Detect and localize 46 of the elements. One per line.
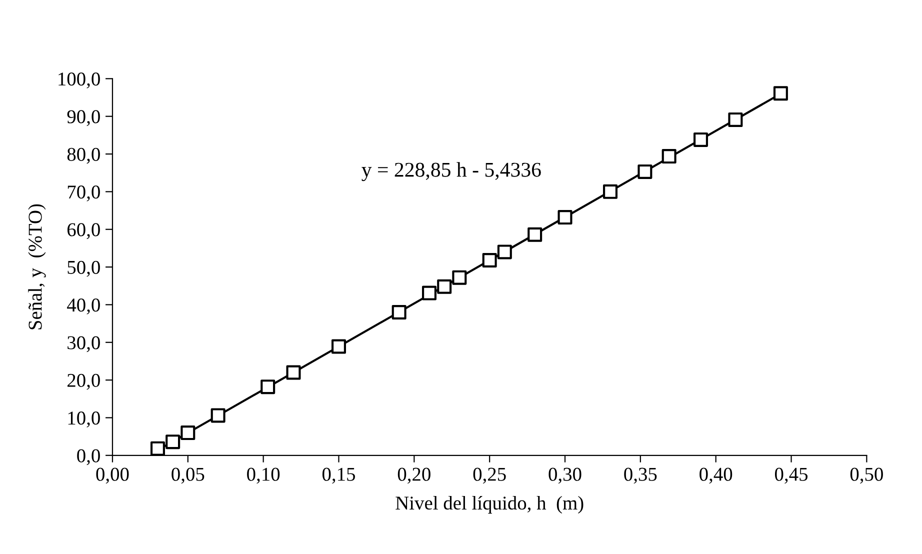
- point: [497, 244, 512, 260]
- point: [422, 286, 436, 300]
- point: [180, 426, 196, 440]
- point: [638, 164, 652, 179]
- point: [260, 380, 276, 394]
- x-tick-label: 0,15: [322, 468, 355, 484]
- point: [210, 408, 226, 423]
- point: [528, 227, 542, 242]
- point: [602, 184, 618, 199]
- point: [773, 86, 788, 101]
- x-tick-label: 0,20: [398, 468, 430, 484]
- point: [331, 339, 346, 354]
- y-tick-label: 20,0: [68, 374, 100, 390]
- x-tick-label: 0,10: [247, 468, 280, 484]
- y-tick-label: 90,0: [67, 110, 100, 126]
- point: [392, 304, 406, 320]
- point: [437, 279, 452, 294]
- y-tick-label: 70,0: [68, 186, 100, 202]
- y-tick-label: 40,0: [67, 298, 100, 314]
- point: [452, 270, 467, 285]
- x-tick-label: 0,00: [96, 468, 129, 484]
- y-tick-label: 0,0: [77, 449, 100, 466]
- y-axis-title: Señal, y (%TO): [28, 204, 46, 330]
- x-tick-label: 0,25: [473, 468, 506, 484]
- point: [558, 210, 572, 225]
- point: [694, 132, 708, 147]
- x-tick-label: 0,40: [700, 468, 732, 484]
- point: [150, 441, 165, 456]
- y-tick-label: 100,0: [58, 72, 100, 88]
- point: [482, 252, 497, 268]
- y-tick-label: 60,0: [67, 223, 100, 240]
- point: [662, 149, 676, 164]
- y-tick-label: 10,0: [68, 412, 100, 428]
- point: [728, 112, 743, 127]
- x-tick-label: 0,05: [172, 468, 204, 484]
- x-tick-label: 0,35: [624, 468, 657, 484]
- y-tick-label: 50,0: [68, 260, 100, 277]
- x-tick-label: 0,45: [774, 468, 808, 484]
- x-tick-label: 0,50: [850, 468, 883, 484]
- point: [286, 365, 301, 380]
- x-axis-title: Nivel del líquido, h (m): [396, 496, 584, 514]
- x-tick-label: 0,30: [548, 468, 582, 484]
- y-tick-label: 80,0: [67, 148, 100, 164]
- point: [166, 434, 180, 450]
- annotation: y = 228,85 h - 5,4336: [362, 162, 541, 182]
- y-tick-label: 30,0: [68, 336, 100, 352]
